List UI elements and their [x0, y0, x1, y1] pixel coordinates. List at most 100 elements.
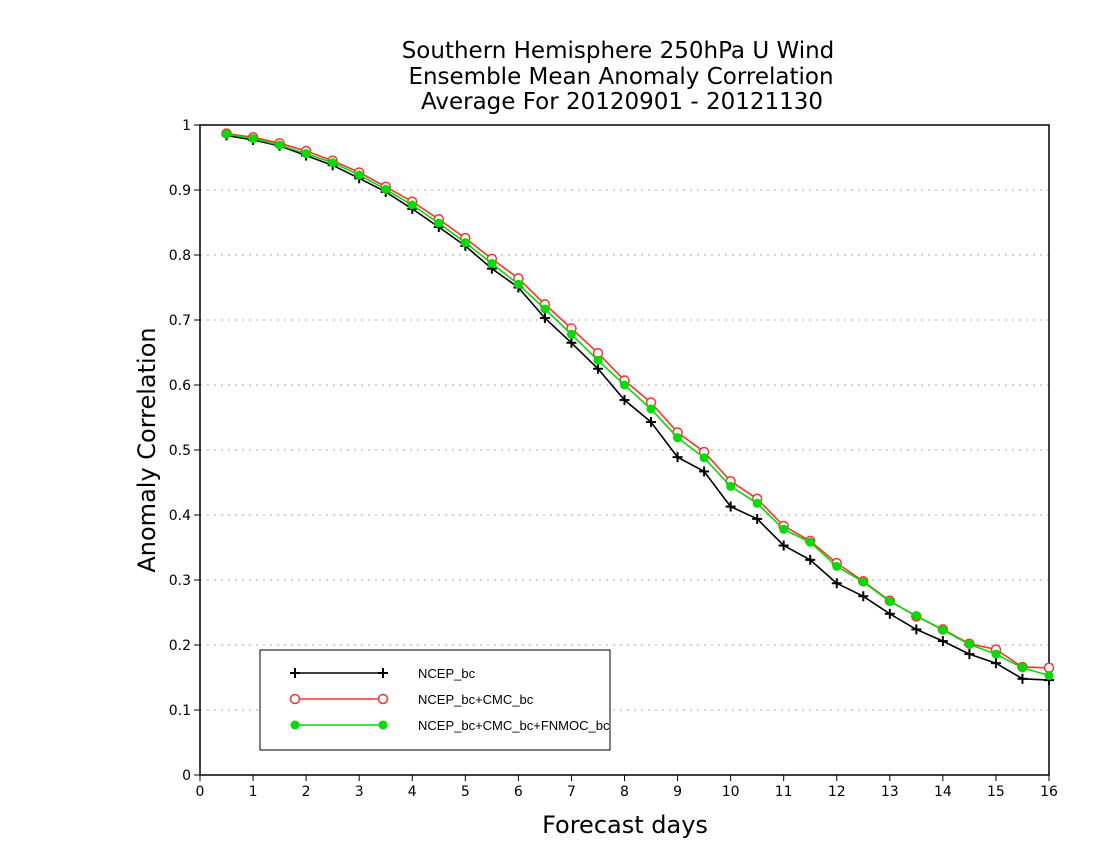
y-axis-label: Anomaly Correlation [133, 327, 161, 572]
data-point [884, 608, 895, 619]
series-3 [222, 129, 1054, 681]
data-point [991, 649, 1001, 659]
chart-title: Southern Hemisphere 250hPa U Wind Ensemb… [402, 38, 835, 115]
x-tick-label: 13 [881, 784, 899, 800]
x-tick-label: 14 [934, 784, 952, 800]
data-point [752, 513, 763, 524]
data-point [301, 149, 311, 159]
data-point [275, 140, 285, 150]
legend-label: NCEP_bc [418, 666, 476, 681]
data-point [858, 577, 868, 587]
legend-marker [290, 668, 300, 678]
grid [200, 189, 1049, 711]
x-tick-label: 7 [567, 784, 576, 800]
data-point [831, 578, 842, 589]
data-point [990, 658, 1001, 669]
data-point [752, 498, 762, 508]
x-tick-label: 11 [775, 784, 793, 800]
data-point [592, 363, 603, 374]
data-point [805, 537, 815, 547]
data-point [566, 337, 577, 348]
y-tick-label: 0.7 [169, 313, 191, 329]
x-tick-label: 4 [408, 784, 417, 800]
data-point [328, 158, 338, 168]
series-2-line [226, 132, 1050, 669]
legend-marker [377, 693, 389, 705]
x-tick-label: 16 [1040, 784, 1058, 800]
y-tick-label: 0.3 [169, 573, 191, 589]
y-tick-label: 0.1 [169, 703, 191, 719]
data-point [699, 466, 710, 477]
data-point [460, 238, 470, 248]
data-point [673, 433, 683, 443]
title-line-1: Southern Hemisphere 250hPa U Wind [402, 38, 835, 64]
data-point [778, 540, 789, 551]
series-1-line [226, 134, 1050, 681]
data-point [937, 636, 948, 647]
data-point [938, 625, 948, 635]
y-tick-label: 0.2 [169, 638, 191, 654]
x-tick-label: 12 [828, 784, 846, 800]
y-tick-label: 0.6 [169, 378, 191, 394]
legend-marker [378, 668, 388, 678]
data-point [964, 639, 974, 649]
data-point [1043, 662, 1055, 673]
series-layer [221, 128, 1055, 686]
data-point [1044, 671, 1054, 681]
legend-marker [289, 693, 301, 705]
data-point [407, 200, 417, 210]
y-tick-label: 0 [182, 768, 191, 784]
data-point [539, 313, 550, 324]
data-point [885, 596, 895, 606]
y-tick-label: 0.5 [169, 443, 191, 459]
data-point [1017, 663, 1027, 673]
data-point [540, 304, 550, 314]
data-point [487, 258, 497, 268]
x-tick-label: 9 [673, 784, 682, 800]
y-tick-label: 0.8 [169, 248, 191, 264]
data-point [646, 404, 656, 414]
data-point [699, 453, 709, 463]
data-point [620, 380, 629, 390]
data-point [646, 417, 657, 428]
data-point [434, 218, 444, 228]
data-point [672, 452, 683, 463]
x-tick-label: 15 [987, 784, 1005, 800]
data-point [726, 481, 736, 491]
data-point [964, 649, 975, 660]
y-tick-label: 1 [182, 118, 191, 134]
legend-label: NCEP_bc+CMC_bc+FNMOC_bc [418, 718, 610, 733]
data-point [805, 554, 816, 565]
x-axis-ticks: 0 1 2 3 4 5 6 7 8 9 10 11 12 13 14 15 16 [196, 775, 1058, 800]
data-point [832, 561, 842, 571]
series-1 [221, 130, 1054, 686]
x-tick-label: 3 [355, 784, 364, 800]
x-tick-label: 0 [196, 784, 205, 800]
data-point [222, 129, 232, 139]
title-line-3: Average For 20120901 - 20121130 [421, 89, 823, 115]
data-point [619, 394, 630, 405]
y-tick-label: 0.4 [169, 508, 191, 524]
data-point [725, 501, 736, 512]
data-point [248, 134, 258, 144]
data-point [354, 170, 364, 180]
x-tick-label: 10 [722, 784, 740, 800]
x-tick-label: 6 [514, 784, 523, 800]
x-tick-label: 5 [461, 784, 470, 800]
data-point [381, 184, 391, 194]
data-point [1017, 673, 1028, 684]
data-point [593, 355, 603, 365]
legend-label: NCEP_bc+CMC_bc [418, 692, 534, 707]
x-axis-label: Forecast days [542, 811, 708, 839]
data-point [911, 611, 921, 621]
series-3-line [226, 133, 1050, 677]
y-tick-label: 0.9 [169, 183, 191, 199]
title-line-2: Ensemble Mean Anomaly Correlation [408, 64, 833, 90]
y-axis-ticks: 0 0.1 0.2 0.3 0.4 0.5 0.6 0.7 0.8 0.9 1 [169, 118, 200, 784]
data-point [513, 279, 523, 289]
x-tick-label: 1 [249, 784, 258, 800]
legend-marker [378, 720, 388, 730]
series-2 [221, 128, 1055, 673]
legend-marker [290, 720, 300, 730]
